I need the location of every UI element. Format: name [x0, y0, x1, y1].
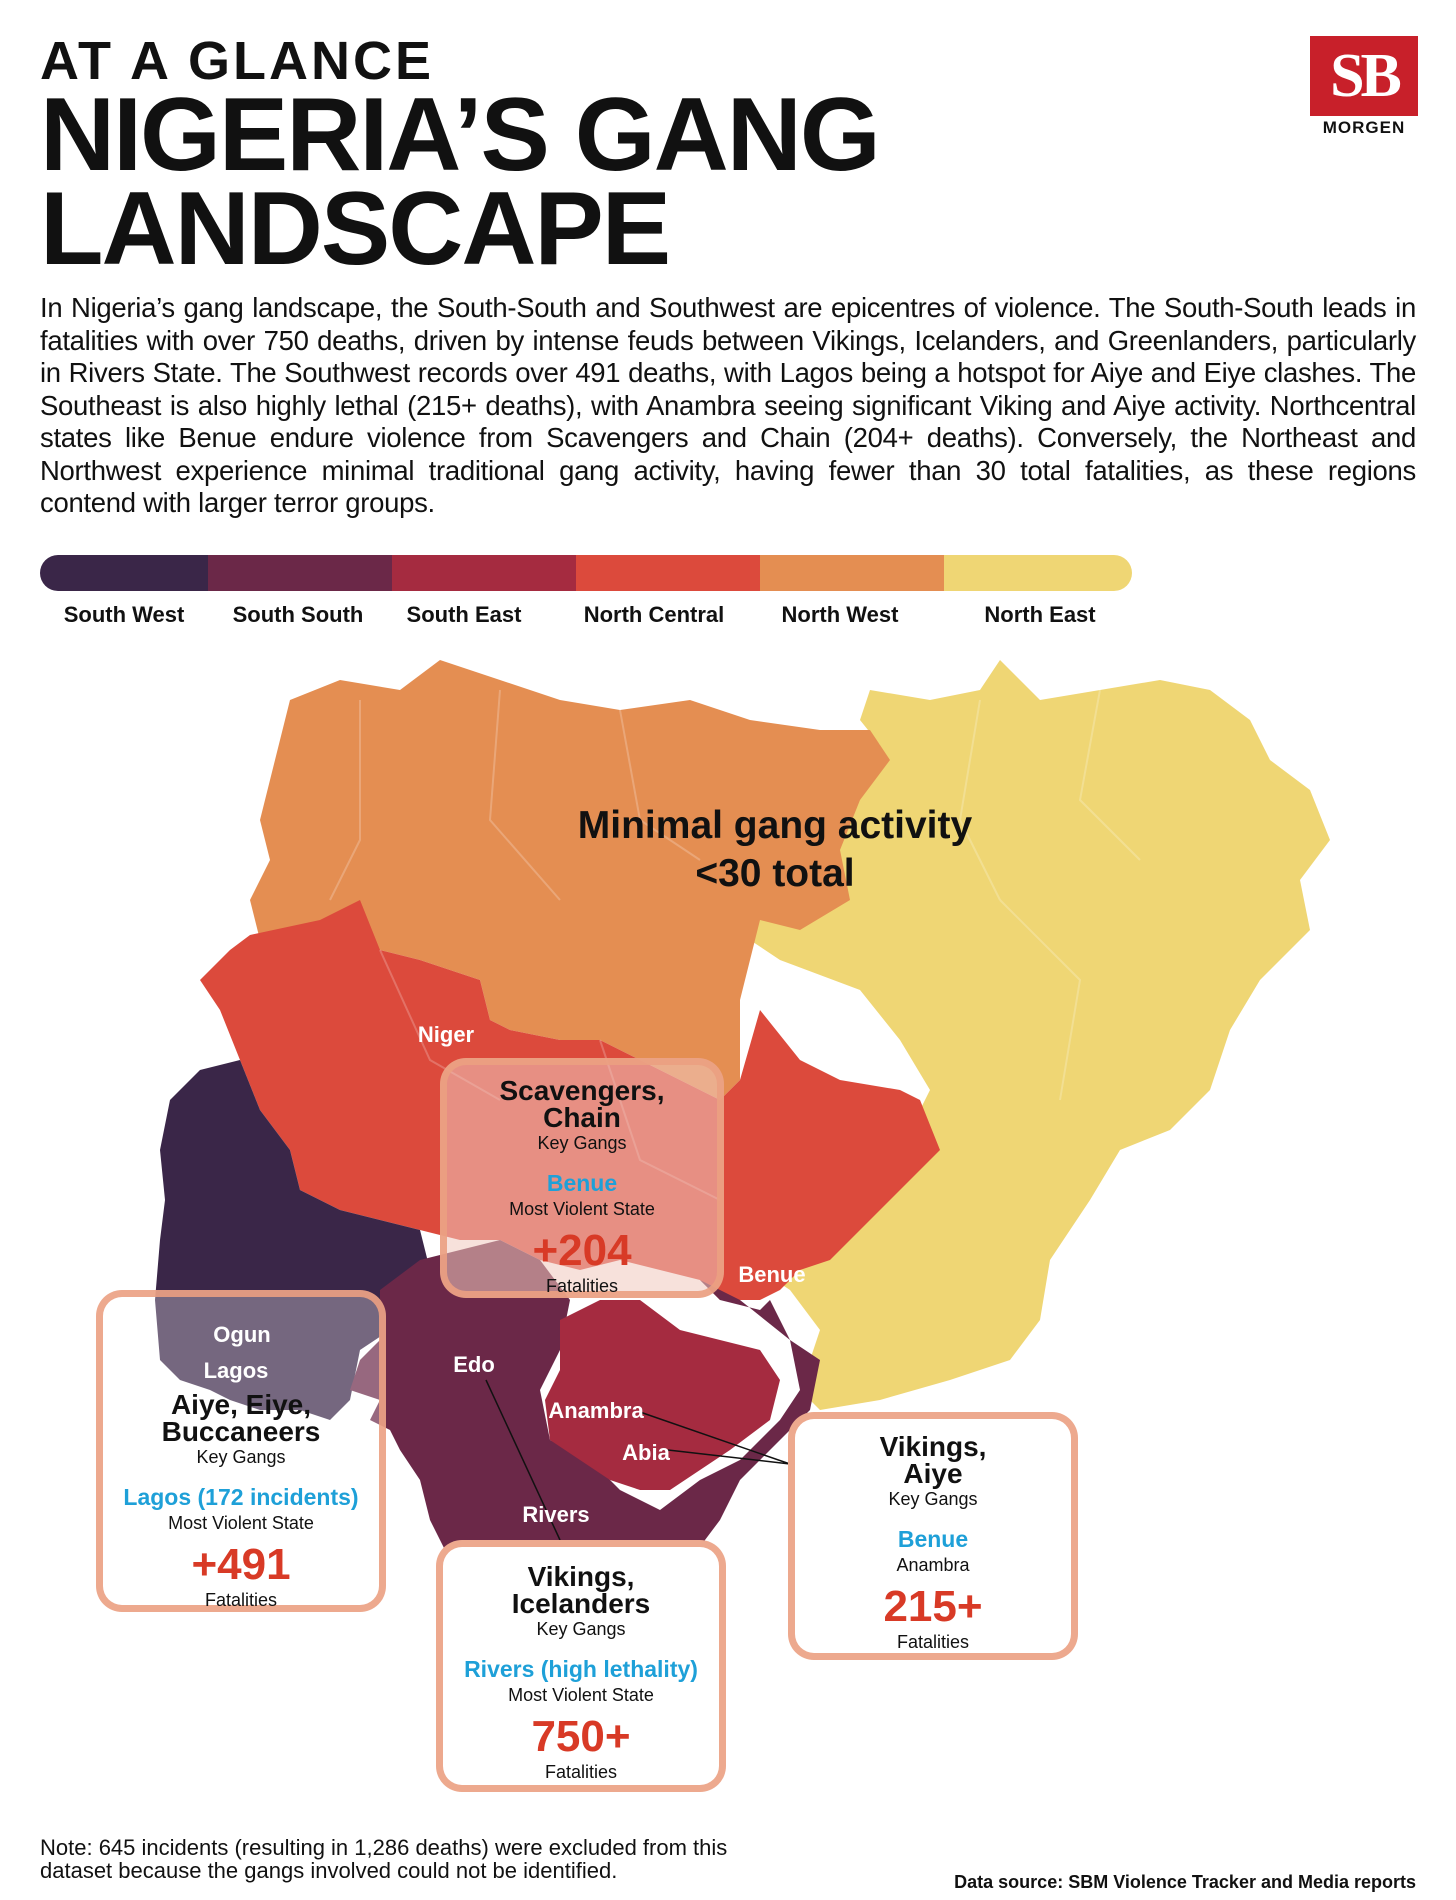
card-south-west-fatalities: +491 [191, 1540, 291, 1589]
kicker-heading: AT A GLANCE [40, 31, 434, 91]
exclusion-note: Note: 645 incidents (resulting in 1,286 … [40, 1835, 728, 1883]
card-south-south: Vikings, Icelanders Key Gangs Rivers (hi… [436, 1540, 726, 1792]
card-north-central-gangs-2: Chain [543, 1102, 621, 1133]
intro-paragraph: In Nigeria’s gang landscape, the South-S… [40, 292, 1416, 518]
legend-label-north-west: North West [781, 602, 899, 627]
state-label-ogun: Ogun [213, 1322, 271, 1347]
card-south-east-state-caption: Anambra [896, 1555, 970, 1575]
card-south-west-gangs-1: Aiye, Eiye, [170, 1389, 312, 1420]
state-label-benue: Benue [738, 1262, 806, 1287]
legend-label-south-south: South South [232, 602, 364, 627]
legend-labels: South West South South South East North … [0, 602, 1456, 632]
card-south-east-fatalities-caption: Fatalities [896, 1632, 970, 1652]
data-source: Data source: SBM Violence Tracker and Me… [954, 1872, 1416, 1892]
logo-subtitle: MORGEN [1322, 118, 1406, 137]
state-label-edo: Edo [453, 1352, 495, 1377]
legend-swatch-north-central [576, 555, 760, 591]
region-color-legend [40, 555, 1132, 591]
state-label-abia: Abia [622, 1440, 670, 1465]
minimal-activity-annotation: Minimal gang activity <30 total [560, 802, 990, 898]
card-north-central-gangs-1: Scavengers, [499, 1075, 665, 1106]
card-south-south-fatalities: 750+ [531, 1712, 631, 1761]
minimal-activity-line-2: <30 total [695, 852, 855, 895]
card-south-south-fatalities-caption: Fatalities [544, 1762, 618, 1782]
state-label-niger: Niger [417, 1022, 475, 1047]
card-south-west-gangs-caption: Key Gangs [196, 1447, 286, 1467]
legend-swatch-south-west [40, 555, 208, 591]
region-north-east [750, 660, 1330, 1410]
card-south-west-state-caption: Most Violent State [168, 1513, 314, 1533]
card-south-south-gangs-2: Icelanders [511, 1588, 651, 1619]
page-title: NIGERIA’S GANG LANDSCAPE [40, 77, 940, 287]
legend-swatch-south-east [392, 555, 576, 591]
card-south-west: Aiye, Eiye, Buccaneers Key Gangs Lagos (… [96, 1290, 386, 1612]
legend-swatch-north-west [760, 555, 944, 591]
logo-mark: SB [1310, 36, 1418, 116]
region-south-east [545, 1300, 780, 1490]
card-north-central: Scavengers, Chain Key Gangs Benue Most V… [440, 1058, 724, 1298]
legend-label-south-west: South West [63, 602, 185, 627]
card-north-central-fatalities-caption: Fatalities [545, 1276, 619, 1296]
card-south-east-fatalities: 215+ [883, 1582, 983, 1631]
minimal-activity-line-1: Minimal gang activity [577, 804, 973, 847]
region-south-west [155, 1060, 430, 1420]
card-south-east-gangs-2: Aiye [903, 1458, 963, 1489]
legend-label-north-central: North Central [583, 602, 725, 627]
card-north-central-fatalities: +204 [532, 1226, 632, 1275]
card-south-west-state: Lagos (172 incidents) [123, 1484, 359, 1510]
legend-swatch-south-south [208, 555, 392, 591]
legend-label-south-east: South East [406, 602, 522, 627]
card-south-south-state-caption: Most Violent State [508, 1685, 654, 1705]
card-north-central-gangs-caption: Key Gangs [537, 1133, 627, 1153]
legend-label-north-east: North East [984, 602, 1096, 627]
card-south-south-gangs-caption: Key Gangs [536, 1619, 626, 1639]
card-south-east: Vikings, Aiye Key Gangs Benue Anambra 21… [788, 1412, 1078, 1660]
card-south-south-state: Rivers (high lethality) [464, 1656, 698, 1682]
state-label-rivers: Rivers [522, 1502, 590, 1527]
state-label-anambra: Anambra [548, 1398, 644, 1423]
title-line-1: NIGERIA’S GANG [40, 77, 881, 193]
region-north-west [250, 660, 890, 1100]
card-north-central-state: Benue [546, 1170, 618, 1196]
state-label-lagos: Lagos [203, 1358, 269, 1383]
region-south-south [350, 1240, 820, 1580]
card-south-west-fatalities-caption: Fatalities [204, 1590, 278, 1610]
leader-lines [485, 1379, 791, 1541]
card-south-south-gangs-1: Vikings, [527, 1561, 635, 1592]
card-south-west-gangs-2: Buccaneers [161, 1416, 321, 1447]
sb-morgen-logo: SB MORGEN [1310, 36, 1418, 138]
card-south-east-gangs-1: Vikings, [879, 1431, 987, 1462]
card-north-central-state-caption: Most Violent State [509, 1199, 655, 1219]
card-south-east-gangs-caption: Key Gangs [888, 1489, 978, 1509]
title-line-2: LANDSCAPE [40, 171, 671, 287]
card-south-east-state: Benue [897, 1526, 969, 1552]
legend-swatch-north-east [944, 555, 1132, 591]
